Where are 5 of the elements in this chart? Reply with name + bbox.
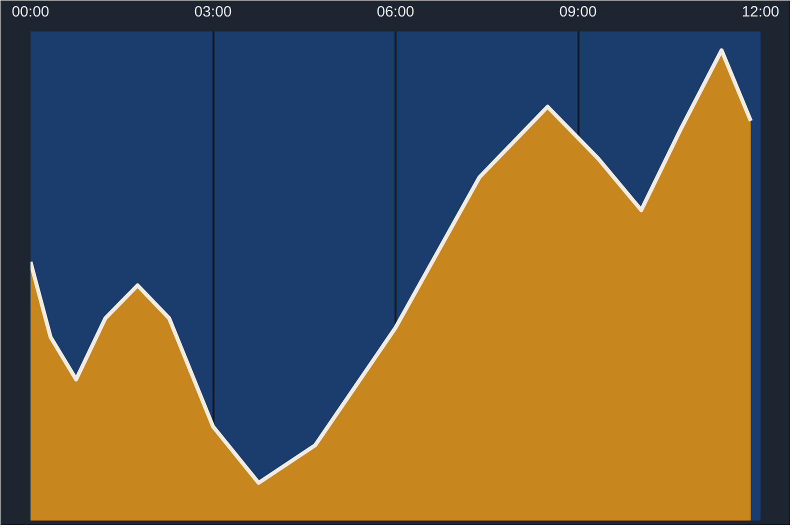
x-tick-label: 00:00 (12, 4, 50, 20)
x-tick-label: 12:00 (742, 4, 780, 20)
x-tick-label: 09:00 (559, 4, 597, 20)
x-tick-label: 06:00 (376, 4, 414, 20)
x-tick-label: 03:00 (194, 4, 232, 20)
